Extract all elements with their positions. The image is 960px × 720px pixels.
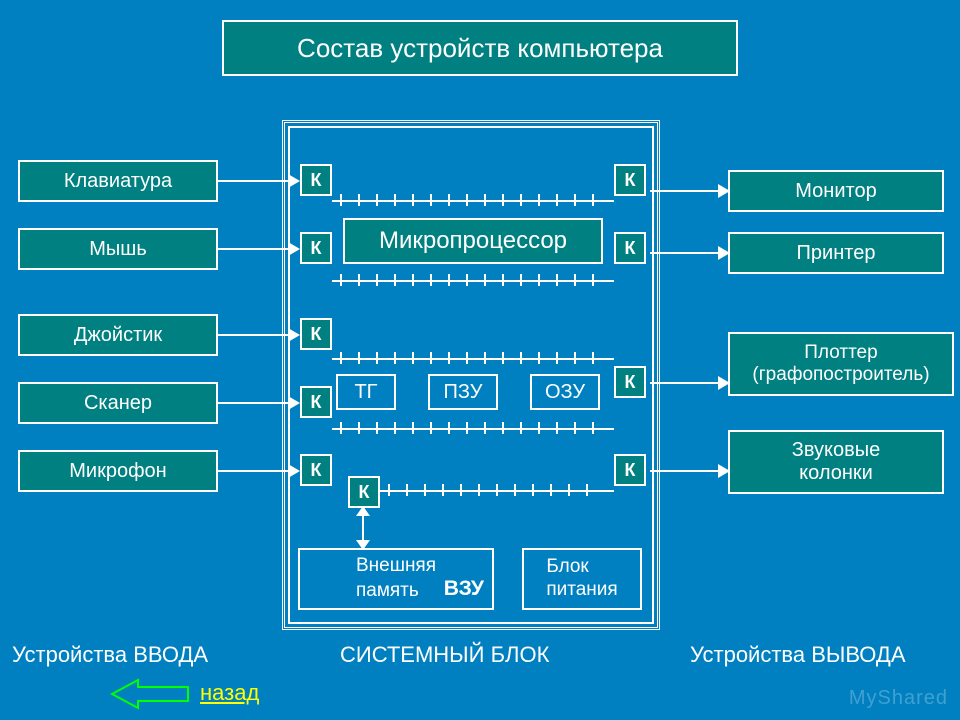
arrow-head-icon	[718, 246, 730, 260]
processor-label: Микропроцессор	[379, 227, 567, 255]
k-label: К	[625, 460, 636, 481]
label: ТГ	[354, 381, 377, 404]
memory-tg: ТГ	[336, 374, 396, 410]
k-label: К	[359, 482, 370, 503]
title-text: Состав устройств компьютера	[297, 33, 663, 64]
controller-k: К	[614, 454, 646, 486]
arrow	[218, 248, 290, 250]
k-label: К	[625, 238, 636, 259]
arrow-head-icon	[288, 242, 300, 256]
arrow	[218, 402, 290, 404]
label: Принтер	[797, 242, 876, 265]
input-devices-heading: Устройства ВВОДА	[12, 642, 208, 668]
page-title: Состав устройств компьютера	[222, 20, 738, 76]
arrow	[650, 252, 720, 254]
bus-line	[332, 358, 614, 360]
label: Клавиатура	[64, 170, 172, 193]
arrow-head-icon	[718, 184, 730, 198]
input-device-joystick: Джойстик	[18, 314, 218, 356]
label: Мышь	[89, 238, 147, 261]
controller-k: К	[300, 454, 332, 486]
controller-k: К	[614, 366, 646, 398]
system-block-heading: СИСТЕМНЫЙ БЛОК	[340, 642, 549, 668]
memory-ozu: ОЗУ	[530, 374, 600, 410]
label: Джойстик	[74, 324, 162, 347]
label: Микрофон	[69, 460, 166, 483]
arrow-head-icon	[356, 540, 370, 550]
label: Звуковыеколонки	[792, 439, 881, 485]
arrow-head-icon	[288, 174, 300, 188]
output-device-plotter: Плоттер(графопостроитель)	[728, 332, 954, 396]
controller-k: К	[300, 232, 332, 264]
arrow-head-icon	[718, 376, 730, 390]
label: ОЗУ	[545, 381, 585, 404]
controller-k: К	[300, 386, 332, 418]
input-device-scanner: Сканер	[18, 382, 218, 424]
output-device-speakers: Звуковыеколонки	[728, 430, 944, 494]
arrow	[650, 470, 720, 472]
controller-k: К	[300, 318, 332, 350]
watermark: MyShared	[849, 687, 948, 710]
power-supply-box: Блокпитания	[522, 548, 642, 610]
arrow	[218, 334, 290, 336]
arrow-head-icon	[288, 328, 300, 342]
output-devices-heading: Устройства ВЫВОДА	[690, 642, 906, 668]
arrow-head-icon	[288, 464, 300, 478]
label: Плоттер(графопостроитель)	[752, 342, 929, 386]
controller-k: К	[614, 164, 646, 196]
arrow	[650, 190, 720, 192]
ext-mem-label: Внешняяпамять	[356, 554, 436, 603]
back-link[interactable]: назад	[200, 680, 259, 706]
microprocessor-box: Микропроцессор	[343, 218, 603, 264]
k-label: К	[311, 324, 322, 345]
ext-mem-abbr: ВЗУ	[444, 575, 484, 602]
k-label: К	[625, 372, 636, 393]
output-device-printer: Принтер	[728, 232, 944, 274]
arrow-head-icon	[288, 396, 300, 410]
k-label: К	[311, 460, 322, 481]
power-label: Блокпитания	[546, 556, 617, 602]
arrow	[218, 470, 290, 472]
k-label: К	[311, 238, 322, 259]
controller-k: К	[614, 232, 646, 264]
arrow	[218, 180, 290, 182]
label: ПЗУ	[444, 381, 483, 404]
arrow-head-icon	[718, 464, 730, 478]
controller-k: К	[348, 476, 380, 508]
output-device-monitor: Монитор	[728, 170, 944, 212]
k-label: К	[625, 170, 636, 191]
label: Сканер	[84, 392, 152, 415]
label: Монитор	[795, 180, 876, 203]
bus-line	[332, 200, 614, 202]
controller-k: К	[300, 164, 332, 196]
arrow	[650, 382, 720, 384]
arrow-head-icon	[356, 506, 370, 516]
back-arrow-icon[interactable]	[110, 676, 190, 712]
input-device-mouse: Мышь	[18, 228, 218, 270]
bus-line	[332, 428, 614, 430]
k-label: К	[311, 170, 322, 191]
bus-line	[332, 280, 614, 282]
memory-pzu: ПЗУ	[428, 374, 498, 410]
k-label: К	[311, 392, 322, 413]
external-memory-box: Внешняяпамять ВЗУ	[298, 548, 494, 610]
input-device-keyboard: Клавиатура	[18, 160, 218, 202]
input-device-microphone: Микрофон	[18, 450, 218, 492]
